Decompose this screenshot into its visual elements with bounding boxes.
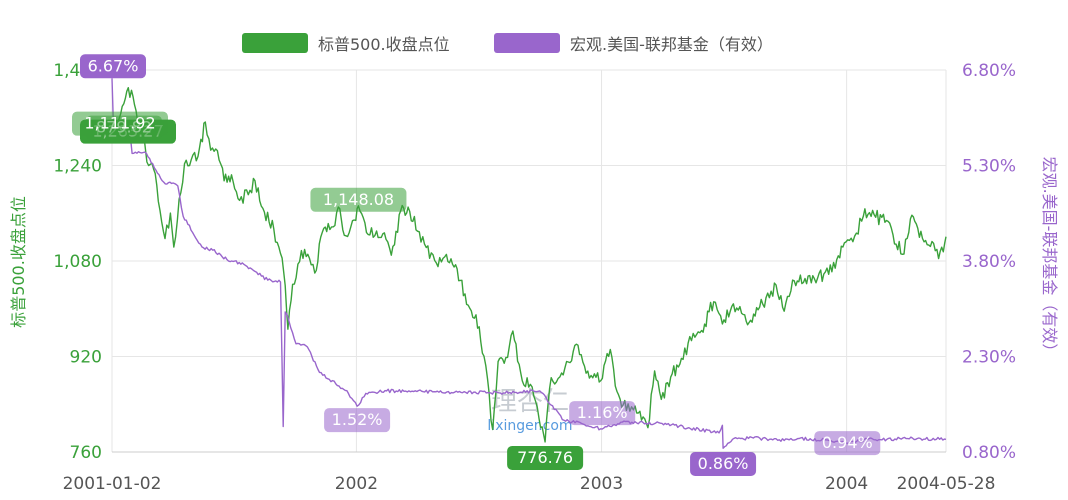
callout-sp500: 1,111.92 [72, 111, 168, 136]
right-tick-label: 2.30% [962, 348, 1016, 368]
callout-label: 6.67% [88, 56, 139, 75]
callout-sp500: 776.76 [507, 445, 584, 470]
x-tick-label: 2003 [580, 474, 623, 494]
callout-fed: 6.67% [80, 54, 146, 79]
series-line-fed [111, 78, 947, 449]
left-tick-label: 760 [70, 443, 102, 463]
series-line-sp500 [111, 87, 947, 443]
axis-ticks: 760 0.80%920 2.30%1,080 3.80%1,240 5.30%1,40… [53, 61, 1016, 494]
left-tick-label: 1,240 [53, 157, 102, 177]
callout-label: 1.52% [332, 410, 383, 429]
callout-fed: 0.86% [690, 452, 757, 476]
series [111, 78, 947, 449]
callouts: 6.67%1,283.271,148.081.52%879.821.16%776… [72, 54, 881, 476]
callout-box [814, 431, 881, 456]
callout-box [569, 401, 636, 426]
callout-label: 0.86% [698, 454, 749, 473]
right-tick-label: 5.30% [962, 157, 1016, 177]
callout-box [80, 54, 146, 79]
callout-label: 776.76 [517, 448, 573, 467]
right-tick-label: 3.80% [962, 252, 1016, 272]
watermark-url: lixinger.com [487, 418, 572, 434]
right-tick-label: 0.80% [962, 443, 1016, 463]
legend-swatch-sp500[interactable] [242, 33, 308, 53]
callout-box [72, 111, 168, 136]
callout-box [324, 408, 391, 433]
callout-label: 1,148.08 [323, 190, 394, 209]
legend-swatch-fed[interactable] [494, 33, 560, 53]
callout-label: 1,111.92 [84, 114, 155, 133]
callout-box [690, 452, 757, 476]
x-tick-label: 2002 [335, 474, 378, 494]
x-tick-label: 2004 [825, 474, 868, 494]
right-tick-label: 6.80% [962, 61, 1016, 81]
x-tick-label: 2004-05-28 [897, 474, 996, 494]
callout-label: 1.16% [577, 403, 628, 422]
callout-box [507, 445, 584, 470]
left-axis-title: 标普500.收盘点位 [9, 196, 28, 328]
left-tick-label: 920 [70, 348, 102, 368]
left-tick-label: 1,080 [53, 252, 102, 272]
callout-label: 0.94% [822, 433, 873, 452]
right-axis-title: 宏观.美国-联邦基金（有效） [1040, 157, 1059, 360]
x-tick-label: 2001-01-02 [63, 474, 162, 494]
callout-fed: 1.16% [569, 401, 636, 426]
legend-label-sp500[interactable]: 标普500.收盘点位 [318, 35, 450, 54]
callout-fed: 1.52% [324, 408, 391, 433]
callout-box [310, 187, 407, 212]
legend-label-fed[interactable]: 宏观.美国-联邦基金（有效） [570, 35, 773, 54]
watermark: 理杏仁 lixinger.com [487, 387, 572, 434]
callout-fed: 0.94% [814, 431, 881, 456]
legend[interactable]: 标普500.收盘点位 宏观.美国-联邦基金（有效） [242, 33, 773, 54]
callout-sp500: 1,148.08 [310, 187, 407, 212]
